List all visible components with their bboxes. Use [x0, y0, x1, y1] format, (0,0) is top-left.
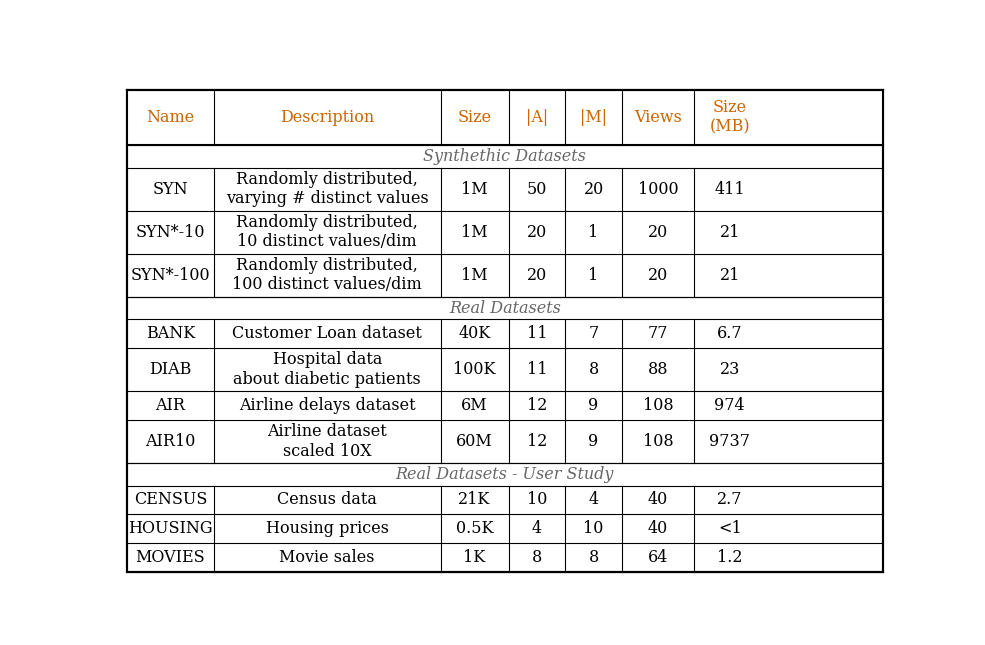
- Text: 1.2: 1.2: [717, 549, 743, 566]
- Text: BANK: BANK: [146, 325, 195, 342]
- Text: 21K: 21K: [458, 491, 491, 508]
- Text: Real Datasets: Real Datasets: [449, 299, 560, 317]
- Text: AIR10: AIR10: [145, 433, 196, 450]
- Text: 1M: 1M: [461, 266, 488, 284]
- Text: 4: 4: [532, 520, 542, 537]
- Text: SYN*-100: SYN*-100: [131, 266, 210, 284]
- Text: |M|: |M|: [580, 109, 607, 126]
- Text: 1000: 1000: [637, 181, 678, 197]
- Text: 11: 11: [527, 361, 548, 378]
- Text: 100K: 100K: [453, 361, 495, 378]
- Text: Airline dataset
scaled 10X: Airline dataset scaled 10X: [267, 423, 387, 459]
- Text: Customer Loan dataset: Customer Loan dataset: [232, 325, 423, 342]
- Text: Randomly distributed,
varying # distinct values: Randomly distributed, varying # distinct…: [226, 171, 428, 208]
- Bar: [127, 90, 883, 144]
- Text: 12: 12: [527, 397, 547, 414]
- Text: 21: 21: [719, 266, 740, 284]
- Text: 77: 77: [647, 325, 668, 342]
- Text: 11: 11: [527, 325, 548, 342]
- Text: 20: 20: [648, 266, 668, 284]
- Text: Real Datasets - User Study: Real Datasets - User Study: [396, 466, 614, 482]
- Text: 7: 7: [588, 325, 599, 342]
- Text: 64: 64: [648, 549, 668, 566]
- Text: Randomly distributed,
100 distinct values/dim: Randomly distributed, 100 distinct value…: [232, 257, 423, 293]
- Text: 40: 40: [648, 491, 668, 508]
- Text: 4: 4: [589, 491, 599, 508]
- Text: Views: Views: [634, 109, 682, 126]
- Text: 12: 12: [527, 433, 547, 450]
- Text: Size
(MB): Size (MB): [709, 99, 750, 135]
- Text: MOVIES: MOVIES: [136, 549, 205, 566]
- Text: 20: 20: [648, 224, 668, 241]
- Text: 8: 8: [588, 549, 599, 566]
- Text: Movie sales: Movie sales: [280, 549, 375, 566]
- Text: 8: 8: [532, 549, 542, 566]
- Text: 10: 10: [583, 520, 604, 537]
- Text: 1: 1: [588, 266, 599, 284]
- Text: DIAB: DIAB: [149, 361, 192, 378]
- Text: 8: 8: [588, 361, 599, 378]
- Text: 10: 10: [527, 491, 547, 508]
- Text: |A|: |A|: [526, 109, 548, 126]
- Text: CENSUS: CENSUS: [134, 491, 207, 508]
- Text: 974: 974: [714, 397, 745, 414]
- Text: 60M: 60M: [456, 433, 492, 450]
- Text: 20: 20: [583, 181, 604, 197]
- Text: 9: 9: [588, 397, 599, 414]
- Text: 6M: 6M: [461, 397, 488, 414]
- Text: Hospital data
about diabetic patients: Hospital data about diabetic patients: [233, 352, 422, 388]
- Text: 0.5K: 0.5K: [456, 520, 493, 537]
- Text: 108: 108: [642, 397, 673, 414]
- Text: 20: 20: [527, 224, 547, 241]
- Text: Airline delays dataset: Airline delays dataset: [239, 397, 416, 414]
- Text: Census data: Census data: [277, 491, 377, 508]
- Text: 1M: 1M: [461, 224, 488, 241]
- Text: 9737: 9737: [709, 433, 751, 450]
- Text: 1: 1: [588, 224, 599, 241]
- Text: SYN: SYN: [153, 181, 188, 197]
- Text: 50: 50: [527, 181, 547, 197]
- Text: 88: 88: [647, 361, 668, 378]
- Text: AIR: AIR: [156, 397, 185, 414]
- Text: 2.7: 2.7: [717, 491, 743, 508]
- Text: Description: Description: [280, 109, 374, 126]
- Text: 40K: 40K: [458, 325, 491, 342]
- Text: 108: 108: [642, 433, 673, 450]
- Text: 1K: 1K: [464, 549, 486, 566]
- Text: Housing prices: Housing prices: [266, 520, 389, 537]
- Text: <1: <1: [718, 520, 742, 537]
- Text: 20: 20: [527, 266, 547, 284]
- Text: SYN*-10: SYN*-10: [136, 224, 205, 241]
- Text: 9: 9: [588, 433, 599, 450]
- Text: 411: 411: [714, 181, 745, 197]
- Text: 21: 21: [719, 224, 740, 241]
- Text: 23: 23: [719, 361, 740, 378]
- Text: HOUSING: HOUSING: [128, 520, 213, 537]
- Text: 6.7: 6.7: [717, 325, 743, 342]
- Text: Name: Name: [146, 109, 194, 126]
- Text: 1M: 1M: [461, 181, 488, 197]
- Text: 40: 40: [648, 520, 668, 537]
- Text: Randomly distributed,
10 distinct values/dim: Randomly distributed, 10 distinct values…: [236, 213, 419, 250]
- Text: Size: Size: [457, 109, 492, 126]
- Text: Synthethic Datasets: Synthethic Datasets: [424, 148, 586, 164]
